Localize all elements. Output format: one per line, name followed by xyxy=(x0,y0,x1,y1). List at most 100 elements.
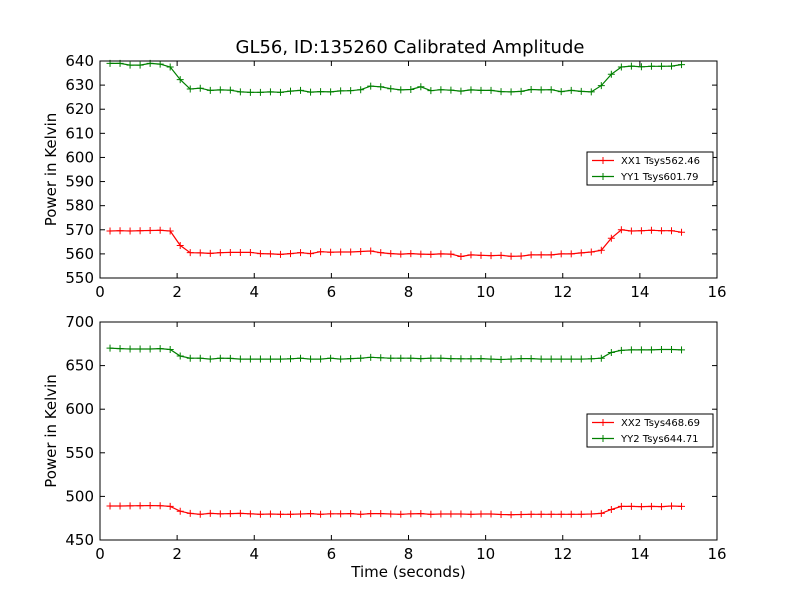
data-point xyxy=(497,88,505,96)
data-point xyxy=(367,82,375,90)
data-point xyxy=(387,85,395,93)
data-point xyxy=(317,510,325,518)
data-point xyxy=(637,346,645,354)
data-point xyxy=(547,86,555,94)
data-point xyxy=(286,250,294,258)
data-point xyxy=(567,510,575,518)
data-point xyxy=(447,86,455,94)
data-point xyxy=(327,248,335,256)
data-point xyxy=(477,510,485,518)
data-point xyxy=(357,354,365,362)
data-point xyxy=(256,355,264,363)
data-point xyxy=(678,346,686,354)
data-point xyxy=(437,86,445,94)
y-tick-label: 450 xyxy=(65,531,94,549)
data-point xyxy=(527,85,535,93)
data-point xyxy=(617,346,625,354)
data-point xyxy=(176,352,184,360)
data-point xyxy=(647,502,655,510)
data-point xyxy=(517,510,525,518)
data-point xyxy=(276,250,284,258)
data-point xyxy=(206,86,214,94)
data-point xyxy=(507,355,515,363)
data-point xyxy=(377,354,385,362)
data-point xyxy=(236,88,244,96)
data-point xyxy=(407,250,415,258)
data-point xyxy=(276,510,284,518)
x-tick-label: 4 xyxy=(249,283,259,301)
data-point xyxy=(196,84,204,92)
data-point xyxy=(397,250,405,258)
data-point xyxy=(617,502,625,510)
data-point xyxy=(667,502,675,510)
data-point xyxy=(407,354,415,362)
data-point xyxy=(637,503,645,511)
data-point xyxy=(537,510,545,518)
data-point xyxy=(447,355,455,363)
data-point xyxy=(427,354,435,362)
series-line-1 xyxy=(110,504,682,516)
data-point xyxy=(577,355,585,363)
y-axis-label: Power in Kelvin xyxy=(42,374,60,488)
legend-entry-label: YY2 Tsys644.71 xyxy=(620,434,699,445)
data-point xyxy=(317,355,325,363)
data-point xyxy=(627,502,635,510)
data-point xyxy=(587,510,595,518)
series-line-2 xyxy=(110,62,682,93)
data-point xyxy=(467,355,475,363)
data-point xyxy=(166,345,174,353)
data-point xyxy=(136,345,144,353)
data-point xyxy=(537,86,545,94)
y-tick-label: 600 xyxy=(65,400,94,418)
data-point xyxy=(246,248,254,256)
x-tick-label: 2 xyxy=(172,283,182,301)
data-point xyxy=(567,355,575,363)
data-point xyxy=(337,87,345,95)
data-point xyxy=(266,88,274,96)
data-point xyxy=(266,510,274,518)
data-point xyxy=(156,60,164,68)
data-point xyxy=(397,86,405,94)
data-point xyxy=(136,61,144,69)
data-point xyxy=(647,62,655,70)
data-point xyxy=(196,249,204,257)
data-point xyxy=(417,83,425,91)
data-point xyxy=(627,346,635,354)
data-point xyxy=(527,510,535,518)
data-point xyxy=(297,510,305,518)
data-point xyxy=(467,510,475,518)
x-tick-label: 12 xyxy=(553,283,572,301)
data-point xyxy=(657,62,665,70)
data-point xyxy=(216,510,224,518)
data-point xyxy=(357,247,365,255)
data-point xyxy=(317,88,325,96)
data-point xyxy=(617,63,625,71)
data-point xyxy=(246,510,254,518)
data-point xyxy=(487,86,495,94)
plots-container: 0 2 4 6 8 10 12 14 16550560570580590600610620630… xyxy=(42,52,727,581)
data-point xyxy=(407,85,415,93)
data-point xyxy=(327,510,335,518)
data-point xyxy=(126,502,134,510)
data-point xyxy=(337,355,345,363)
data-point xyxy=(226,354,234,362)
data-point xyxy=(437,250,445,258)
data-point xyxy=(226,86,234,94)
data-point xyxy=(678,61,686,69)
data-point xyxy=(467,86,475,94)
y-tick-label: 700 xyxy=(65,313,94,331)
legend-marker xyxy=(599,419,607,426)
data-point xyxy=(567,86,575,94)
data-point xyxy=(507,88,515,96)
data-point xyxy=(547,251,555,259)
data-point xyxy=(587,248,595,256)
data-point xyxy=(347,355,355,363)
data-point xyxy=(276,355,284,363)
data-point xyxy=(557,88,565,96)
data-point xyxy=(146,227,154,235)
y-tick-label: 550 xyxy=(65,269,94,287)
data-point xyxy=(457,510,465,518)
data-point xyxy=(146,345,154,353)
data-point xyxy=(417,355,425,363)
data-point xyxy=(206,249,214,257)
